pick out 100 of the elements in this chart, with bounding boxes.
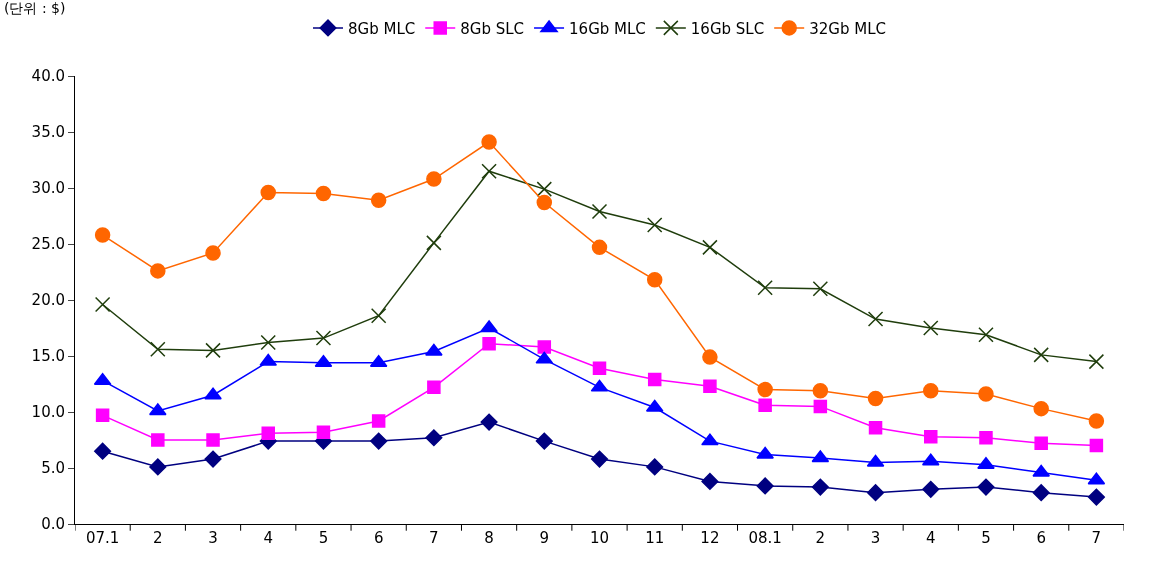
point <box>94 227 111 243</box>
point <box>371 414 386 428</box>
legend-label: 16Gb SLC <box>690 19 765 38</box>
point <box>425 429 443 447</box>
point <box>426 171 442 187</box>
point <box>868 420 883 435</box>
point <box>1088 353 1105 370</box>
point <box>591 239 608 256</box>
point <box>590 450 609 468</box>
point <box>94 296 111 313</box>
point <box>95 408 110 423</box>
point <box>867 390 884 407</box>
point <box>1032 484 1050 502</box>
point <box>646 272 663 288</box>
y-tick-label: 0.0 <box>41 515 65 534</box>
text: (단위 : $) <box>4 0 66 16</box>
point <box>701 433 719 446</box>
x-tick-label: 5 <box>318 529 329 547</box>
legend-label: 16Gb MLC <box>569 19 646 38</box>
point <box>151 433 165 447</box>
point <box>702 349 718 365</box>
legend-label: 32Gb MLC <box>809 19 886 38</box>
point <box>867 311 884 327</box>
point <box>923 382 939 399</box>
point <box>535 432 553 450</box>
x-tick-label: 07.1 <box>85 529 120 547</box>
point <box>867 484 885 502</box>
point <box>481 163 497 179</box>
legend-label: 8Gb MLC <box>348 19 416 38</box>
point <box>812 382 829 399</box>
point <box>1087 488 1105 506</box>
point <box>592 361 607 376</box>
x-tick-label: 7 <box>429 529 439 547</box>
y-tick-label: 25.0 <box>31 235 65 254</box>
x-tick-label: 3 <box>208 529 218 547</box>
point <box>370 307 387 324</box>
legend-label: 8Gb SLC <box>460 19 525 38</box>
point <box>536 181 553 197</box>
point <box>977 456 995 469</box>
point <box>923 320 939 336</box>
point <box>205 245 221 261</box>
point <box>536 194 553 211</box>
x-tick-label: 9 <box>539 529 550 547</box>
x-tick-label: 3 <box>870 529 881 547</box>
x-tick-label: 8 <box>484 529 494 547</box>
point <box>537 340 552 354</box>
point <box>370 192 387 209</box>
point <box>204 387 222 400</box>
x-tick-label: 12 <box>700 529 720 547</box>
point <box>205 342 221 359</box>
x-tick-label: 6 <box>1036 529 1046 547</box>
point <box>978 386 994 402</box>
point <box>979 431 993 445</box>
point <box>316 425 331 439</box>
point <box>315 330 332 346</box>
y-tick-label: 5.0 <box>41 459 65 478</box>
x-tick-label: 4 <box>925 529 936 547</box>
point <box>758 398 772 413</box>
point <box>260 184 276 201</box>
point <box>813 399 828 414</box>
point <box>922 480 940 498</box>
point <box>150 341 166 358</box>
point <box>977 478 995 496</box>
point <box>481 134 497 150</box>
point <box>425 343 443 356</box>
point <box>480 320 498 333</box>
point <box>150 263 166 279</box>
point <box>1034 436 1048 451</box>
point <box>1033 400 1049 417</box>
y-tick-label: 30.0 <box>31 179 65 198</box>
point <box>924 429 938 444</box>
x-tick-label: 11 <box>645 529 665 547</box>
point <box>757 381 773 398</box>
point <box>427 380 441 395</box>
point <box>260 334 276 351</box>
point <box>757 279 773 296</box>
x-tick-label: 7 <box>1091 529 1102 547</box>
point <box>1089 438 1104 453</box>
x-tick-label: 2 <box>153 529 163 547</box>
point <box>646 458 664 476</box>
point <box>756 477 774 495</box>
x-tick-label: 6 <box>373 529 384 547</box>
point <box>812 281 829 297</box>
point <box>204 450 222 468</box>
point <box>149 458 167 476</box>
point <box>978 326 994 343</box>
point <box>701 472 719 490</box>
point <box>315 185 332 202</box>
y-tick-label: 10.0 <box>31 403 65 422</box>
point <box>811 478 829 496</box>
y-tick-label: 40.0 <box>31 67 65 86</box>
point <box>647 372 662 387</box>
point <box>703 379 717 393</box>
point <box>370 432 388 450</box>
point <box>756 446 774 459</box>
point <box>646 217 663 233</box>
y-tick-label: 15.0 <box>31 347 65 366</box>
point <box>426 235 442 251</box>
point <box>591 203 608 220</box>
point <box>94 442 112 460</box>
